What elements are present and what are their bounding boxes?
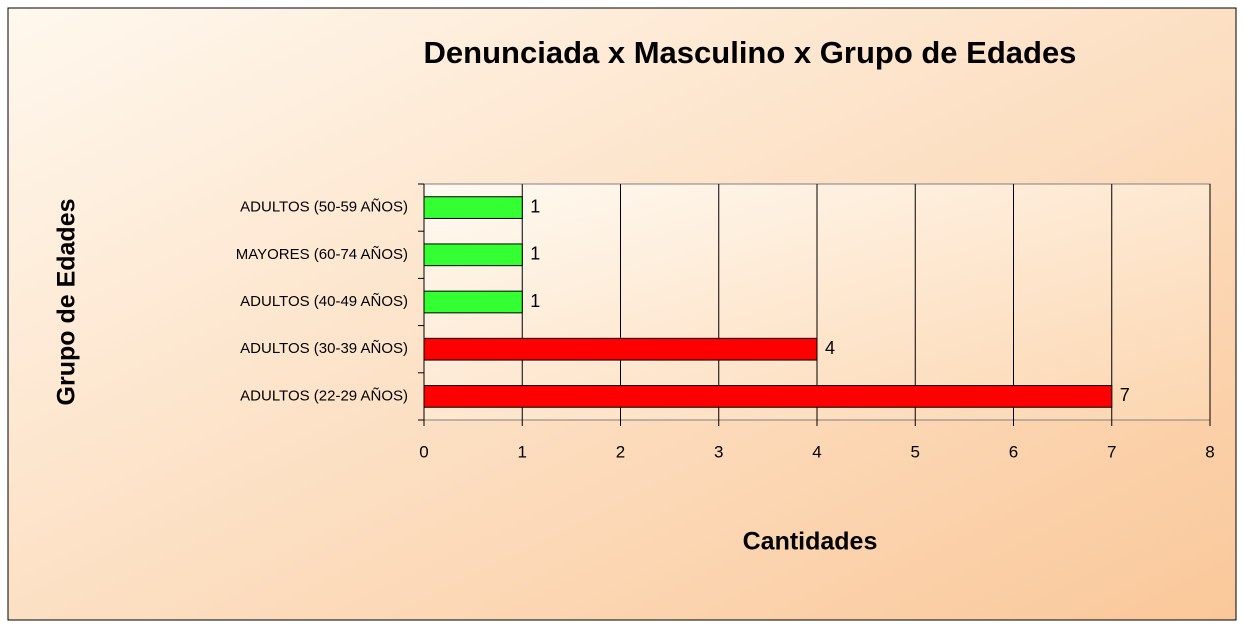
data-label: 1 <box>530 291 540 311</box>
bar <box>423 196 523 219</box>
data-label: 4 <box>825 338 835 358</box>
x-tick-label: 2 <box>616 442 625 461</box>
x-tick-label: 3 <box>714 442 723 461</box>
bar <box>423 385 1113 408</box>
bar <box>423 337 818 361</box>
y-tick-label: ADULTOS (22-29 AÑOS) <box>240 387 408 404</box>
y-tick-label: MAYORES (60-74 AÑOS) <box>236 246 408 263</box>
x-tick-label: 4 <box>812 442 821 461</box>
x-tick-label: 7 <box>1107 442 1116 461</box>
data-label: 1 <box>530 196 540 216</box>
x-tick-label: 5 <box>911 442 920 461</box>
x-axis-title: Cantidades <box>743 528 878 556</box>
x-tick-label: 6 <box>1009 442 1018 461</box>
chart-title: Denunciada x Masculino x Grupo de Edades <box>424 35 1077 70</box>
data-label: 1 <box>530 244 540 264</box>
x-tick-label: 1 <box>518 442 527 461</box>
y-tick-label: ADULTOS (50-59 AÑOS) <box>240 199 408 216</box>
y-tick-label: ADULTOS (40-49 AÑOS) <box>240 293 408 310</box>
x-tick-label: 8 <box>1205 442 1214 461</box>
x-tick-label: 0 <box>419 442 428 461</box>
bar <box>423 290 523 314</box>
y-tick-label: ADULTOS (30-39 AÑOS) <box>240 340 408 357</box>
data-label: 7 <box>1120 385 1130 405</box>
bar <box>423 243 523 267</box>
y-axis-title: Grupo de Edades <box>53 199 81 406</box>
